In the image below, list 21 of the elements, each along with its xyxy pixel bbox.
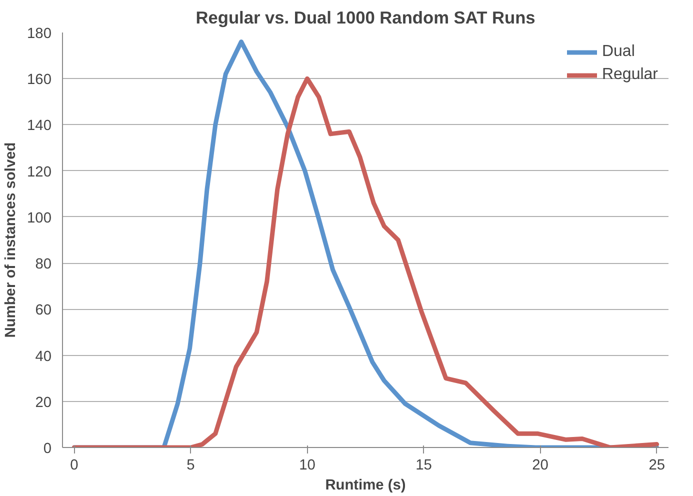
x-tick-label: 25	[648, 458, 666, 474]
y-tick-label: 20	[35, 394, 52, 411]
y-tick-label: 40	[35, 348, 52, 365]
chart-title: Regular vs. Dual 1000 Random SAT Runs	[196, 8, 536, 28]
y-tick-label: 160	[27, 72, 52, 88]
legend-label: Dual	[602, 43, 635, 61]
x-tick-label: 10	[299, 458, 316, 474]
y-tick-label: 180	[27, 26, 52, 42]
x-tick-label: 15	[416, 458, 432, 474]
x-axis-title: Runtime (s)	[325, 478, 406, 494]
y-tick-label: 80	[35, 256, 52, 273]
x-tick-label: 5	[186, 458, 195, 474]
x-tick-label: 0	[70, 458, 78, 474]
y-tick-label: 0	[43, 441, 52, 457]
legend-label: Regular	[602, 66, 658, 84]
y-tick-label: 140	[27, 118, 52, 134]
y-tick-label: 120	[27, 164, 52, 180]
y-tick-label: 60	[35, 302, 52, 319]
x-tick-label: 20	[532, 458, 548, 474]
y-tick-label: 100	[27, 210, 52, 226]
y-axis-title: Number of instances solved	[3, 142, 20, 338]
